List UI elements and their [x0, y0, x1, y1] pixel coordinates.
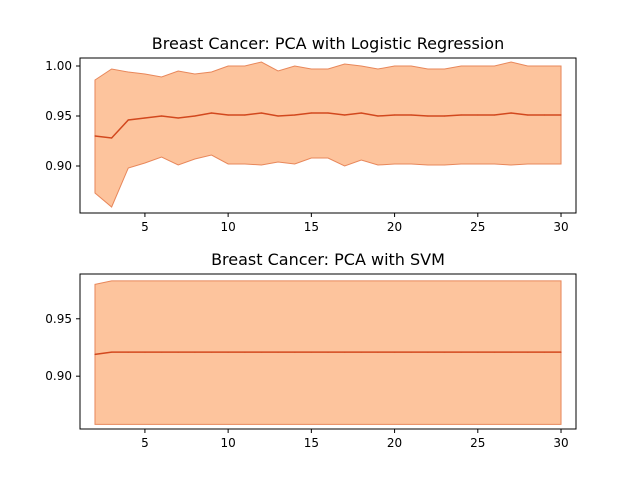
- data-point: [527, 351, 529, 353]
- data-point: [560, 351, 562, 353]
- subplot-logistic-regression: Breast Cancer: PCA with Logistic Regress…: [45, 34, 577, 234]
- data-point: [260, 112, 263, 114]
- data-point: [210, 112, 213, 114]
- plot-area: 5 10 15 20 25 30 0.90 0.95 1.00: [45, 59, 568, 234]
- x-tick-label: 10: [220, 436, 235, 450]
- data-point: [493, 351, 496, 353]
- data-point: [310, 112, 312, 114]
- data-point: [244, 351, 246, 353]
- data-point: [327, 351, 329, 353]
- data-point: [144, 117, 146, 119]
- data-point: [543, 114, 545, 116]
- data-point: [127, 119, 129, 121]
- subplot-svm: Breast Cancer: PCA with SVM 5 10 15 20 25 30 0…: [45, 250, 577, 450]
- data-point: [194, 351, 196, 353]
- y-tick-label: 0.90: [45, 369, 72, 383]
- data-point: [260, 351, 263, 353]
- data-point: [177, 351, 179, 353]
- data-point: [227, 351, 229, 353]
- data-point: [427, 115, 429, 117]
- data-point: [477, 114, 479, 116]
- data-point: [460, 351, 462, 353]
- chart-title: Breast Cancer: PCA with Logistic Regress…: [152, 34, 504, 53]
- data-point: [210, 351, 213, 353]
- data-point: [410, 114, 412, 116]
- x-tick-label: 10: [220, 220, 235, 234]
- data-point: [477, 351, 479, 353]
- data-point: [144, 351, 146, 353]
- data-point: [227, 114, 229, 116]
- data-point: [344, 114, 346, 116]
- x-tick-label: 20: [387, 436, 402, 450]
- x-tick-label: 25: [470, 436, 485, 450]
- data-point: [527, 114, 529, 116]
- x-tick-label: 5: [141, 436, 149, 450]
- data-point: [94, 353, 96, 355]
- data-point: [294, 114, 296, 116]
- data-point: [377, 115, 379, 117]
- chart-title: Breast Cancer: PCA with SVM: [211, 250, 445, 269]
- data-point: [111, 351, 113, 353]
- data-point: [111, 137, 113, 139]
- data-point: [344, 351, 346, 353]
- data-point: [510, 112, 512, 114]
- data-point: [493, 114, 496, 116]
- data-point: [510, 351, 512, 353]
- data-point: [443, 351, 446, 353]
- y-tick-label: 0.95: [45, 312, 72, 326]
- y-tick-label: 0.95: [45, 109, 72, 123]
- y-tick-label: 1.00: [45, 59, 72, 73]
- data-point: [327, 112, 329, 114]
- x-tick-label: 20: [387, 220, 402, 234]
- data-point: [460, 114, 462, 116]
- x-tick-label: 30: [553, 436, 568, 450]
- x-tick-label: 30: [553, 220, 568, 234]
- data-point: [377, 351, 379, 353]
- x-tick-label: 25: [470, 220, 485, 234]
- data-point: [294, 351, 296, 353]
- data-point: [277, 351, 279, 353]
- data-point: [310, 351, 312, 353]
- plot-area: 5 10 15 20 25 30 0.90 0.95: [45, 280, 569, 450]
- data-point: [427, 351, 429, 353]
- axes-frame: [79, 57, 577, 214]
- x-tick-label: 15: [304, 220, 319, 234]
- data-point: [393, 351, 396, 353]
- data-point: [360, 351, 362, 353]
- data-point: [194, 115, 196, 117]
- data-point: [277, 115, 279, 117]
- data-point: [560, 114, 562, 116]
- data-point: [393, 114, 396, 116]
- data-point: [410, 351, 412, 353]
- data-point: [127, 351, 129, 353]
- axes-frame: [79, 273, 577, 430]
- data-point: [160, 351, 163, 353]
- data-point: [443, 115, 446, 117]
- x-tick-label: 5: [141, 220, 149, 234]
- confidence-band: [94, 61, 562, 208]
- data-point: [244, 114, 246, 116]
- x-tick-label: 15: [304, 436, 319, 450]
- y-tick-label: 0.90: [45, 159, 72, 173]
- data-point: [94, 135, 96, 137]
- data-point: [543, 351, 545, 353]
- data-point: [160, 115, 163, 117]
- data-point: [177, 117, 179, 119]
- data-point: [360, 112, 362, 114]
